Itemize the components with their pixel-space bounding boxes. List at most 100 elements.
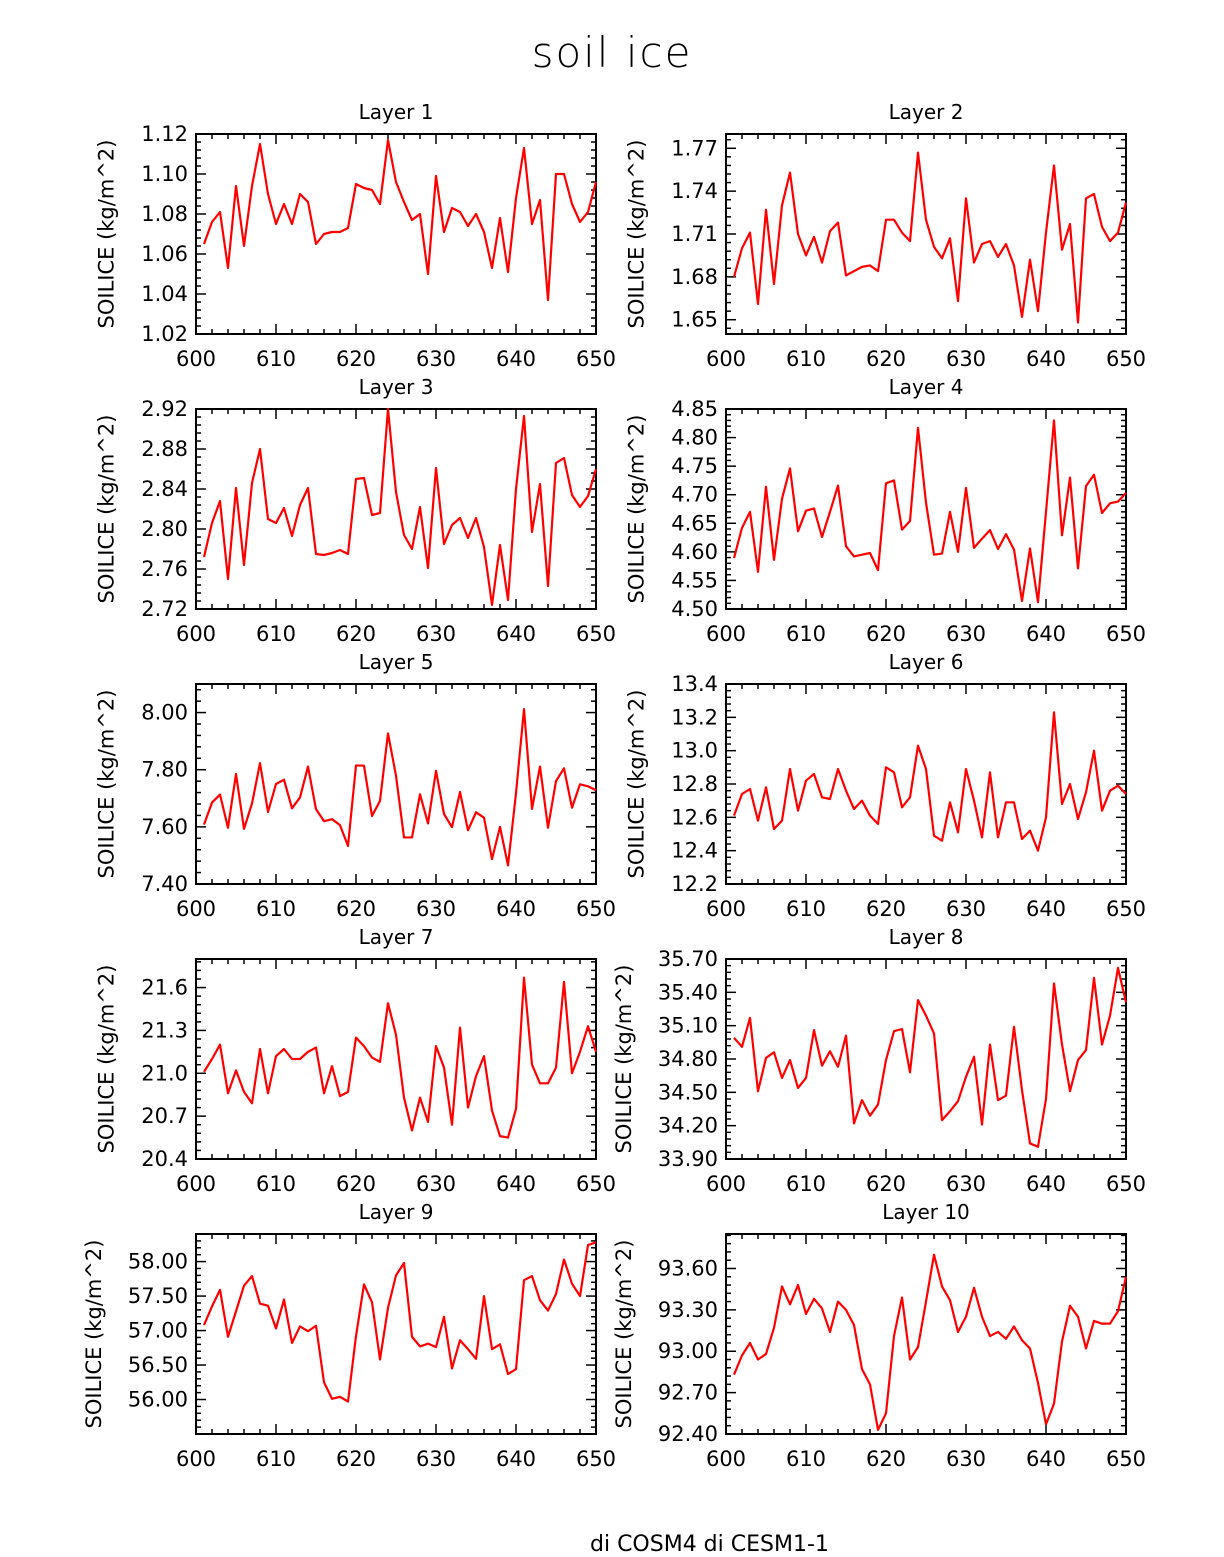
x-tick-label: 650 — [576, 1172, 616, 1196]
x-tick-label: 600 — [706, 622, 746, 646]
panel-layer-2: Layer 2 600 610 620 630 640 650 1.65 1.68 1.71 1.7… — [625, 100, 1146, 371]
y-tick-label: 1.77 — [671, 136, 718, 160]
plot-frame — [195, 958, 597, 1160]
y-tick-label: 12.4 — [671, 839, 718, 863]
panel-title: Layer 1 — [359, 100, 434, 124]
plot-frame — [725, 683, 1127, 885]
plot-frame — [725, 408, 1127, 610]
x-tick-label: 620 — [866, 1447, 906, 1471]
x-tick-label: 630 — [416, 347, 456, 371]
x-tick-label: 650 — [576, 1447, 616, 1471]
plot-frame — [195, 133, 597, 335]
series-line — [203, 976, 598, 1139]
x-tick-label: 620 — [866, 622, 906, 646]
series-line — [732, 151, 1128, 324]
y-tick-label: 35.70 — [658, 947, 718, 971]
y-tick-label: 56.00 — [128, 1388, 188, 1412]
legend-caption: di COSM4 di CESM1-1 — [590, 1532, 829, 1557]
y-tick-label: 1.68 — [671, 265, 718, 289]
y-tick-label: 7.60 — [141, 815, 188, 839]
x-tick-label: 620 — [336, 897, 376, 921]
x-tick-label: 610 — [786, 347, 826, 371]
y-tick-label: 93.00 — [658, 1339, 718, 1363]
y-tick-label: 2.84 — [141, 477, 188, 501]
panel-layer-5: Layer 5 600 610 620 630 640 650 7.40 7.60 7.80 8.0… — [95, 650, 616, 921]
y-tick-label: 2.76 — [141, 557, 188, 581]
y-tick-label: 21.6 — [141, 976, 188, 1000]
x-tick-label: 630 — [946, 347, 986, 371]
plot-frame — [195, 683, 597, 885]
x-tick-label: 650 — [1106, 347, 1146, 371]
figure-title: soil ice — [531, 28, 693, 77]
x-tick-label: 640 — [1026, 347, 1066, 371]
y-tick-label: 56.50 — [128, 1353, 188, 1377]
y-axis-label: SOILICE (kg/m^2) — [612, 965, 636, 1154]
plot-frame — [195, 408, 597, 610]
y-tick-label: 7.80 — [141, 758, 188, 782]
series-line — [202, 708, 597, 867]
series-line — [732, 419, 1127, 604]
panel-title: Layer 8 — [889, 925, 964, 949]
panel-title: Layer 9 — [359, 1200, 434, 1224]
y-tick-label: 35.10 — [658, 1014, 718, 1038]
x-tick-label: 630 — [416, 622, 456, 646]
x-tick-label: 640 — [496, 1172, 536, 1196]
panel-layer-8: Layer 8 600 610 620 630 640 650 33.90 34.20 34.50… — [612, 925, 1146, 1196]
x-tick-label: 640 — [1026, 897, 1066, 921]
y-tick-label: 33.90 — [658, 1147, 718, 1171]
x-tick-label: 630 — [946, 622, 986, 646]
panel-title: Layer 2 — [889, 100, 964, 124]
y-tick-label: 34.20 — [658, 1114, 718, 1138]
y-tick-label: 1.10 — [141, 162, 188, 186]
panel-layer-4: Layer 4 600 610 620 630 640 650 4.50 4.55 4.60 4.6… — [625, 375, 1146, 646]
x-tick-label: 620 — [336, 1447, 376, 1471]
y-tick-label: 92.70 — [658, 1381, 718, 1405]
plot-frame — [725, 958, 1127, 1160]
series-line — [733, 966, 1128, 1148]
x-tick-label: 620 — [336, 347, 376, 371]
x-tick-label: 630 — [946, 897, 986, 921]
panel-layer-6: Layer 6 600 610 620 630 640 650 12.2 12.4 12.6 12.… — [625, 650, 1146, 921]
x-tick-label: 640 — [496, 622, 536, 646]
y-tick-label: 57.00 — [128, 1319, 188, 1343]
x-tick-label: 600 — [706, 1172, 746, 1196]
y-tick-label: 2.92 — [141, 397, 188, 421]
y-axis-label: SOILICE (kg/m^2) — [95, 690, 119, 879]
y-tick-label: 1.04 — [141, 282, 188, 306]
x-tick-label: 630 — [946, 1447, 986, 1471]
x-tick-label: 650 — [1106, 622, 1146, 646]
y-axis-label: SOILICE (kg/m^2) — [95, 140, 119, 329]
x-tick-label: 620 — [866, 347, 906, 371]
y-axis-label: SOILICE (kg/m^2) — [95, 415, 119, 604]
y-axis-label: SOILICE (kg/m^2) — [625, 140, 649, 329]
x-tick-label: 600 — [706, 347, 746, 371]
panel-layer-1: Layer 1 600 610 620 630 640 650 1.02 1.04 1.06 1.0… — [95, 100, 616, 371]
y-tick-label: 1.06 — [141, 242, 188, 266]
y-tick-label: 93.60 — [658, 1256, 718, 1280]
x-tick-label: 610 — [786, 1447, 826, 1471]
series-line — [202, 1241, 597, 1403]
y-tick-label: 8.00 — [141, 701, 188, 725]
y-axis-label: SOILICE (kg/m^2) — [82, 1240, 106, 1429]
x-tick-label: 610 — [256, 347, 296, 371]
y-tick-label: 13.0 — [671, 739, 718, 763]
x-tick-label: 650 — [576, 347, 616, 371]
y-tick-label: 92.40 — [658, 1422, 718, 1446]
series-line — [732, 711, 1127, 852]
y-tick-label: 2.80 — [141, 517, 188, 541]
y-tick-label: 12.8 — [671, 772, 718, 796]
x-tick-label: 640 — [1026, 1172, 1066, 1196]
y-tick-label: 34.80 — [658, 1047, 718, 1071]
panel-title: Layer 4 — [889, 375, 964, 399]
x-tick-label: 630 — [416, 897, 456, 921]
x-tick-label: 640 — [496, 897, 536, 921]
y-tick-label: 13.4 — [671, 672, 718, 696]
x-tick-label: 630 — [416, 1172, 456, 1196]
panel-title: Layer 6 — [889, 650, 964, 674]
plot-frame — [195, 1233, 597, 1435]
panel-layer-9: Layer 9 600 610 620 630 640 650 56.00 56.50 57.00… — [82, 1200, 616, 1471]
y-tick-label: 20.4 — [141, 1147, 188, 1171]
y-tick-label: 12.2 — [671, 872, 718, 896]
y-tick-label: 4.80 — [671, 426, 718, 450]
x-tick-label: 610 — [256, 1447, 296, 1471]
